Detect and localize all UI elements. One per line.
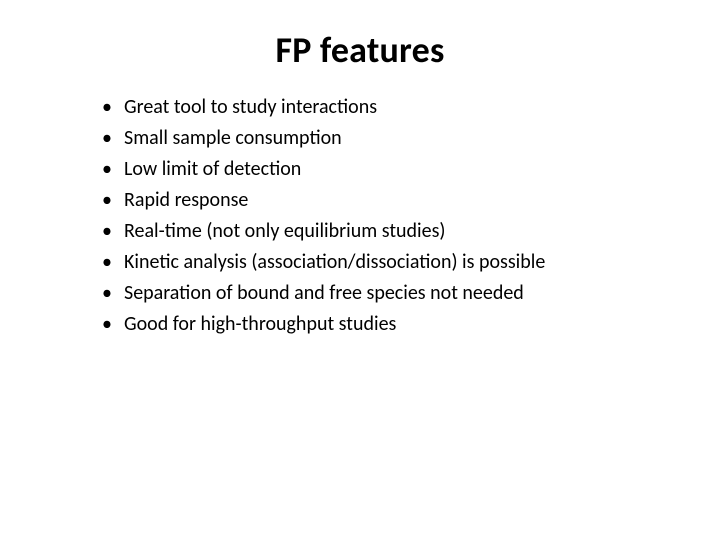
- list-item: Great tool to study interactions: [100, 92, 660, 123]
- slide-title: FP features: [0, 0, 720, 92]
- list-item: Small sample consumption: [100, 123, 660, 154]
- list-item: Rapid response: [100, 185, 660, 216]
- slide: FP features Great tool to study interact…: [0, 0, 720, 540]
- list-item: Kinetic analysis (association/dissociati…: [100, 247, 660, 278]
- list-item: Separation of bound and free species not…: [100, 278, 660, 309]
- slide-body: Great tool to study interactions Small s…: [0, 92, 720, 340]
- list-item: Real-time (not only equilibrium studies): [100, 216, 660, 247]
- bullet-list: Great tool to study interactions Small s…: [100, 92, 660, 340]
- list-item: Good for high-throughput studies: [100, 309, 660, 340]
- list-item: Low limit of detection: [100, 154, 660, 185]
